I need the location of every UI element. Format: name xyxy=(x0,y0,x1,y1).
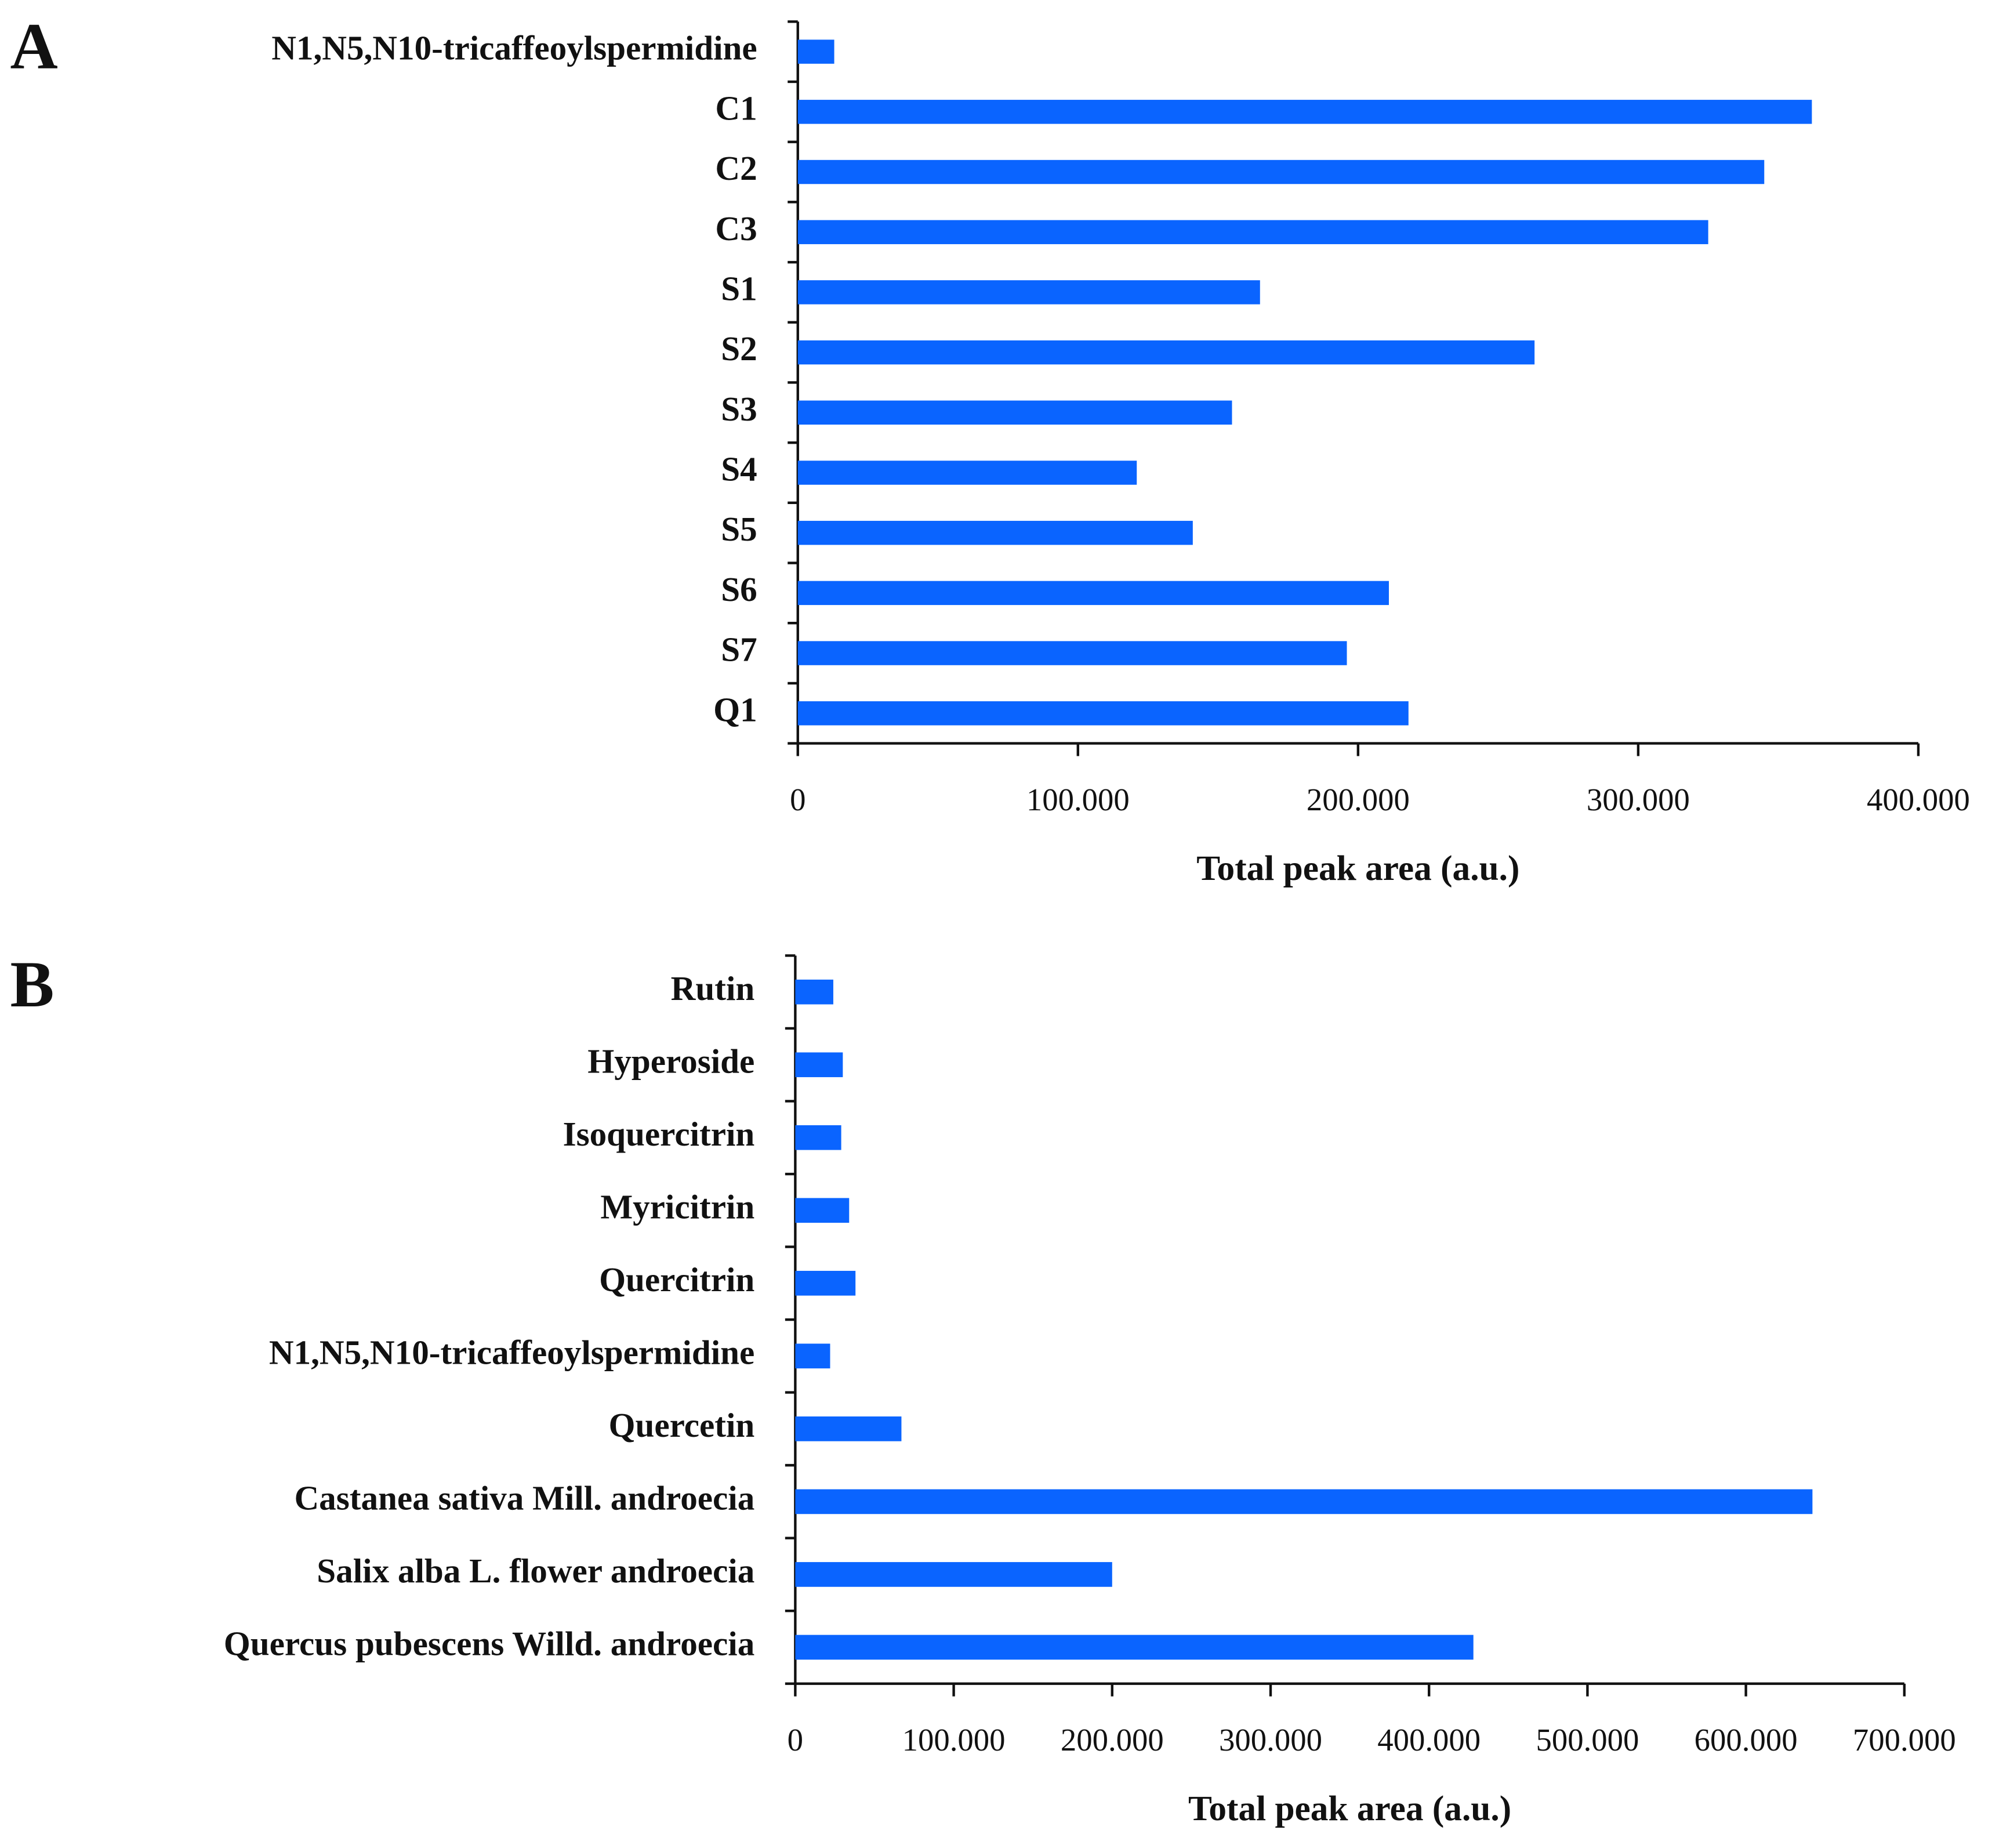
bar xyxy=(795,1635,1474,1660)
y-tick-label: S6 xyxy=(721,570,757,608)
x-tick-label: 400.000 xyxy=(1377,1722,1481,1758)
x-tick-label: 300.000 xyxy=(1587,782,1690,817)
y-tick-label: Hyperoside xyxy=(587,1042,754,1080)
y-tick-label: Q1 xyxy=(713,690,757,729)
bar xyxy=(795,1125,841,1150)
bar xyxy=(795,1416,902,1441)
x-tick-label: 0 xyxy=(788,1722,803,1758)
x-tick-label: 200.000 xyxy=(1061,1722,1164,1758)
x-tick-label: 100.000 xyxy=(902,1722,1006,1758)
bar xyxy=(797,581,1389,606)
bar xyxy=(795,1052,843,1078)
bar xyxy=(797,400,1232,425)
y-tick-label: Quercus pubescens Willd. androecia xyxy=(224,1625,755,1663)
x-tick-label: 600.000 xyxy=(1695,1722,1798,1758)
bar xyxy=(795,1198,850,1223)
panel-label: B xyxy=(10,947,55,1021)
bar xyxy=(795,1562,1112,1587)
y-tick-label: N1,N5,N10-tricaffeoylspermidine xyxy=(269,1333,754,1371)
x-axis-label: Total peak area (a.u.) xyxy=(1196,849,1519,888)
y-tick-label: Rutin xyxy=(671,969,755,1008)
x-tick-label: 500.000 xyxy=(1536,1722,1639,1758)
bar xyxy=(795,979,833,1005)
y-tick-label: C3 xyxy=(715,209,757,248)
x-tick-label: 300.000 xyxy=(1219,1722,1322,1758)
y-tick-label: Castanea sativa Mill. androecia xyxy=(294,1479,754,1517)
y-tick-label: N1,N5,N10-tricaffeoylspermidine xyxy=(271,29,757,67)
x-tick-label: 700.000 xyxy=(1853,1722,1956,1758)
y-tick-label: C1 xyxy=(715,89,757,127)
x-tick-label: 200.000 xyxy=(1307,782,1410,817)
bar xyxy=(797,280,1260,305)
bar xyxy=(797,461,1137,485)
panel-label: A xyxy=(10,9,58,83)
y-tick-label: C2 xyxy=(715,149,757,187)
bar xyxy=(797,220,1708,244)
y-tick-label: S1 xyxy=(721,269,757,307)
y-tick-label: Isoquercitrin xyxy=(563,1115,755,1153)
bar xyxy=(795,1270,856,1296)
y-tick-label: Myricitrin xyxy=(600,1187,754,1226)
bar xyxy=(797,340,1535,365)
y-tick-label: S7 xyxy=(721,631,757,669)
y-tick-label: S4 xyxy=(721,450,757,488)
x-tick-label: 0 xyxy=(790,782,805,817)
y-tick-label: S5 xyxy=(721,510,757,548)
bar xyxy=(797,701,1409,726)
bar xyxy=(797,641,1347,665)
bar xyxy=(795,1489,1813,1514)
x-tick-label: 400.000 xyxy=(1867,782,1970,817)
bar xyxy=(797,39,834,64)
y-tick-label: Quercetin xyxy=(608,1406,754,1444)
y-tick-label: S3 xyxy=(721,390,757,428)
bar xyxy=(797,100,1812,124)
x-axis-label: Total peak area (a.u.) xyxy=(1188,1789,1511,1828)
bar xyxy=(797,160,1765,184)
y-tick-label: Salix alba L. flower androecia xyxy=(317,1552,754,1590)
bar xyxy=(797,520,1193,545)
y-tick-label: Quercitrin xyxy=(599,1260,754,1299)
x-tick-label: 100.000 xyxy=(1026,782,1130,817)
bar xyxy=(795,1343,830,1369)
y-tick-label: S2 xyxy=(721,329,757,368)
